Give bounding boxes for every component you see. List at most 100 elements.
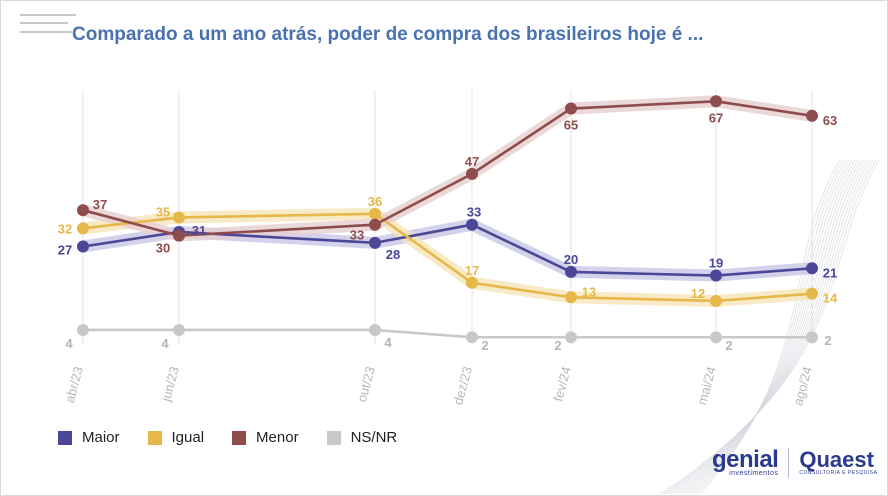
- series-bands: [77, 95, 818, 307]
- legend-item-nsnr: NS/NR: [326, 429, 398, 446]
- data-label: 13: [582, 284, 596, 299]
- data-point: [565, 265, 577, 278]
- data-point: [173, 229, 185, 242]
- legend: Maior Igual Menor NS/NR: [58, 429, 397, 446]
- data-labels: 27 31 28 33 20 19 21 32 35 36 17 13 12 14 37 30 33 47 65 67…: [58, 110, 838, 353]
- wave-line: [693, 159, 847, 495]
- data-point: [369, 323, 381, 336]
- decorative-dots: [20, 12, 80, 38]
- wave-line: [675, 159, 865, 495]
- x-tick-label: fev/24: [550, 365, 574, 403]
- x-tick-label: mai/24: [694, 365, 719, 407]
- wave-line: [699, 159, 841, 495]
- legend-swatch: [232, 430, 247, 445]
- legend-label: Maior: [82, 429, 120, 446]
- legend-label: NS/NR: [350, 429, 398, 446]
- legend-label: Menor: [256, 429, 299, 446]
- data-point: [369, 207, 381, 220]
- x-tick-label: out/23: [354, 365, 378, 404]
- data-point: [806, 331, 818, 344]
- x-tick-label: abr/23: [62, 365, 86, 405]
- wave-line: [666, 159, 874, 495]
- data-label: 27: [58, 242, 72, 257]
- wave-line: [672, 159, 868, 495]
- data-point: [369, 218, 381, 231]
- data-point: [77, 204, 89, 217]
- wave-line: [687, 159, 853, 495]
- wave-line: [669, 159, 871, 495]
- data-point: [369, 236, 381, 249]
- data-label: 33: [350, 228, 364, 243]
- data-point: [565, 331, 577, 344]
- legend-item-maior: Maior: [58, 429, 120, 446]
- data-label: 33: [467, 205, 481, 220]
- data-point: [466, 331, 478, 344]
- data-label: 20: [564, 252, 578, 267]
- data-label: 32: [58, 221, 72, 236]
- data-label: 21: [823, 265, 837, 280]
- footer-logos: genial investimentos Quaest CONSULTORIA …: [712, 445, 878, 478]
- data-point: [565, 102, 577, 115]
- data-point: [565, 291, 577, 304]
- wave-line: [678, 159, 862, 495]
- legend-item-igual: Igual: [147, 429, 205, 446]
- data-label: 36: [368, 194, 382, 209]
- data-label: 35: [156, 204, 170, 219]
- x-tick-labels: abr/23 jun/23 out/23 dez/23 fev/24 mai/24 ago/…: [62, 365, 815, 407]
- data-label: 63: [823, 113, 837, 128]
- wave-line: [663, 159, 877, 495]
- data-label: 2: [554, 338, 561, 353]
- wave-line: [660, 159, 880, 495]
- data-label: 28: [386, 247, 400, 262]
- data-point: [806, 287, 818, 300]
- quaest-logo: Quaest CONSULTORIA E PESQUISA: [799, 447, 878, 477]
- series-points: [77, 95, 818, 344]
- data-label: 37: [93, 197, 107, 212]
- data-label: 14: [823, 291, 838, 306]
- data-point: [77, 323, 89, 336]
- legend-swatch: [58, 430, 72, 445]
- data-label: 19: [709, 256, 723, 271]
- chart-title: Comparado a um ano atrás, poder de compr…: [72, 24, 704, 45]
- decorative-wave-lines: [660, 159, 880, 495]
- data-point: [173, 211, 185, 224]
- logo-divider: [788, 448, 790, 478]
- data-label: 31: [192, 223, 206, 238]
- x-tick-label: ago/24: [790, 365, 815, 407]
- data-point: [77, 222, 89, 235]
- data-point: [806, 109, 818, 122]
- legend-swatch: [326, 430, 341, 445]
- legend-swatch: [147, 430, 162, 445]
- wave-line: [696, 159, 844, 495]
- data-point: [710, 294, 722, 307]
- wave-line: [684, 159, 856, 495]
- wave-line: [690, 159, 850, 495]
- legend-item-menor: Menor: [232, 429, 299, 446]
- data-point: [806, 262, 818, 275]
- data-label: 67: [709, 110, 723, 125]
- data-label: 4: [65, 336, 73, 351]
- data-point: [710, 269, 722, 282]
- data-label: 65: [564, 118, 578, 133]
- data-label: 2: [824, 333, 831, 348]
- data-point: [466, 218, 478, 231]
- data-label: 47: [465, 154, 479, 169]
- series-line: [83, 328, 812, 339]
- data-point: [77, 240, 89, 253]
- x-tick-label: dez/23: [450, 365, 475, 407]
- genial-logo: genial investimentos: [712, 445, 779, 477]
- legend-label: Igual: [171, 429, 205, 446]
- data-label: 4: [384, 335, 392, 350]
- data-label: 2: [481, 338, 488, 353]
- data-point: [466, 167, 478, 180]
- data-point: [173, 323, 185, 336]
- data-point: [466, 276, 478, 289]
- data-label: 17: [465, 263, 479, 278]
- x-tick-label: jun/23: [158, 365, 182, 404]
- data-label: 30: [156, 241, 170, 256]
- data-label: 2: [725, 338, 732, 353]
- data-label: 4: [161, 336, 169, 351]
- wave-line: [681, 159, 859, 495]
